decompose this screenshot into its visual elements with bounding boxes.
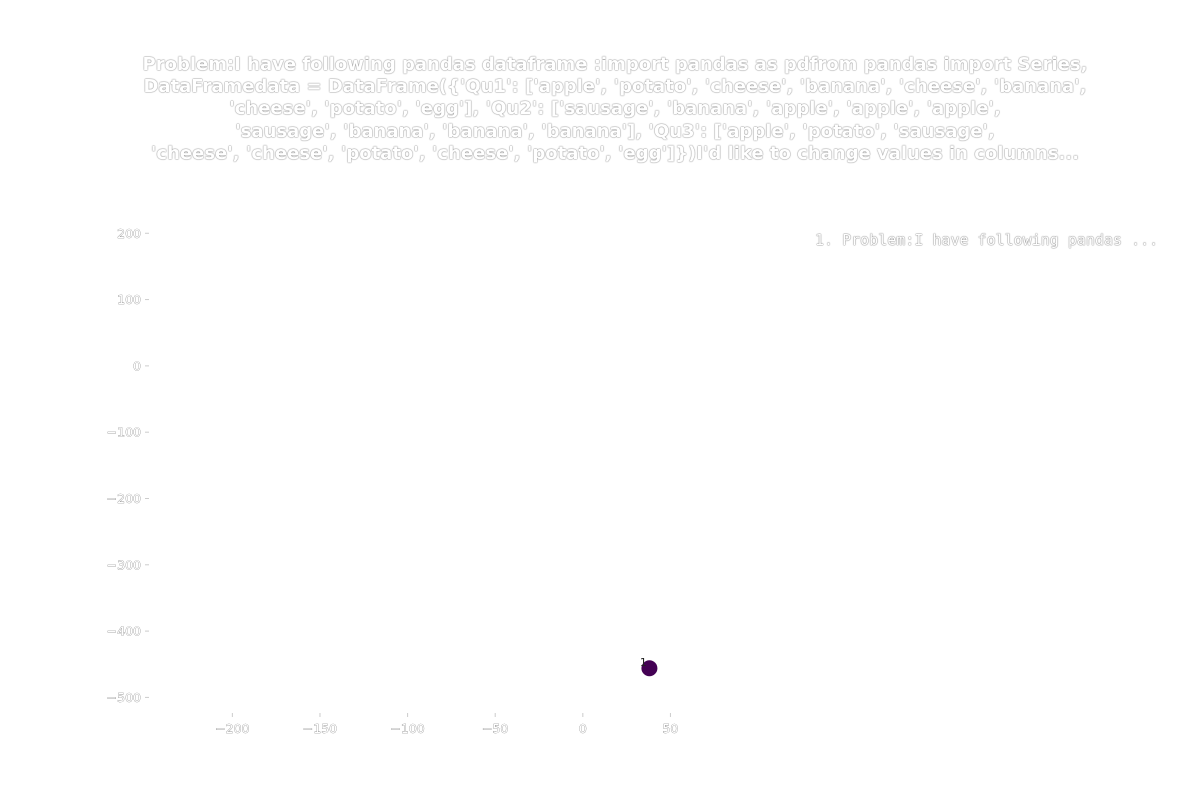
data-point [641, 660, 658, 677]
y-tick-label: −400 [107, 624, 141, 639]
x-tick-label: −50 [482, 721, 508, 736]
y-tick-label: −300 [107, 557, 141, 572]
x-tick-label: −100 [390, 721, 424, 736]
y-tick-label: −100 [107, 425, 141, 440]
x-tick-label: 0 [579, 721, 587, 736]
y-tick-label: 100 [117, 292, 141, 307]
x-tick-label: −150 [303, 721, 337, 736]
x-tick-label: −200 [215, 721, 249, 736]
legend-entry: 1. Problem:I have following pandas ... [815, 231, 1159, 249]
x-tick-label: 50 [662, 721, 678, 736]
y-tick-label: −500 [107, 690, 141, 705]
chart-title: Problem:I have following pandas datafram… [142, 54, 1088, 164]
data-point-label: 1 [640, 656, 647, 669]
y-tick-label: 200 [117, 226, 141, 241]
y-tick-label: 0 [133, 358, 141, 373]
y-tick-label: −200 [107, 491, 141, 506]
points-layer: 1 [640, 656, 658, 677]
